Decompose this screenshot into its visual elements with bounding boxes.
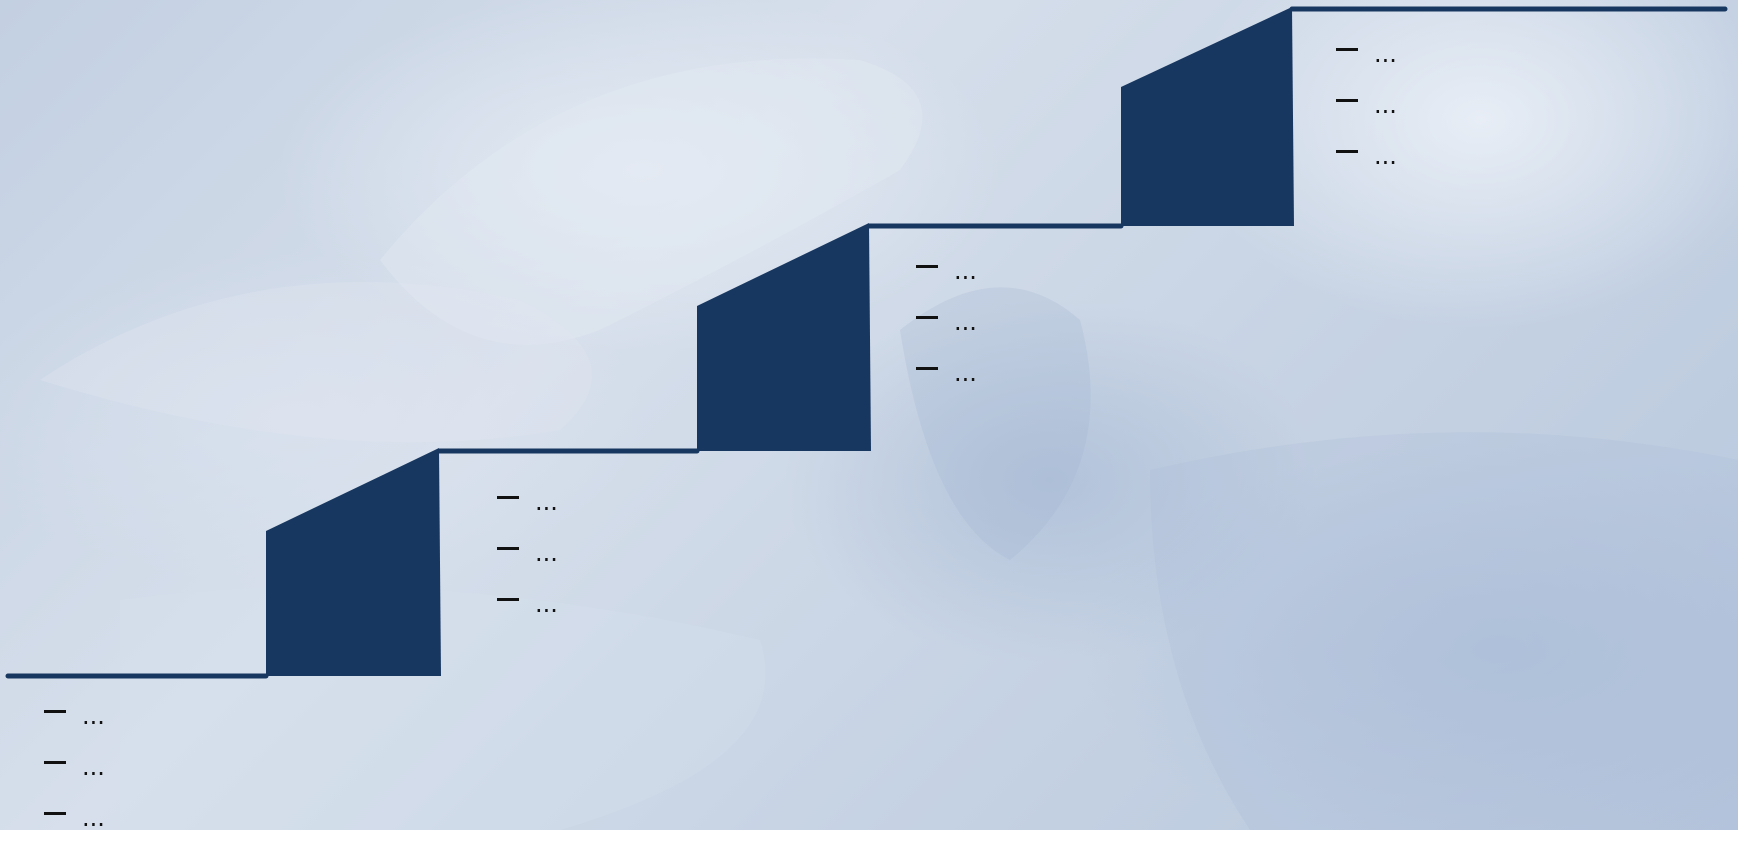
bullet-text: ... [82, 701, 105, 730]
dash-bullet-icon [44, 761, 66, 764]
bullet-text: ... [1374, 39, 1397, 68]
bullet-text: ... [82, 803, 105, 832]
bullet-text: ... [1374, 141, 1397, 170]
list-item: ... [497, 578, 558, 629]
list-item: ... [44, 741, 105, 792]
bullet-text: ... [954, 358, 977, 387]
step-1-bullet-list: ... ... ... [44, 690, 105, 843]
list-item: ... [916, 245, 977, 296]
list-item: ... [497, 527, 558, 578]
step-3-bullet-list: ... ... ... [916, 245, 977, 398]
list-item: ... [44, 792, 105, 843]
dash-bullet-icon [497, 598, 519, 601]
list-item: ... [1336, 79, 1397, 130]
stair-riser-3 [1121, 7, 1294, 226]
dash-bullet-icon [916, 265, 938, 268]
dash-bullet-icon [1336, 150, 1358, 153]
list-item: ... [1336, 28, 1397, 79]
dash-bullet-icon [44, 812, 66, 815]
bullet-text: ... [82, 752, 105, 781]
stair-riser-2 [697, 223, 871, 451]
list-item: ... [916, 296, 977, 347]
dash-bullet-icon [44, 710, 66, 713]
list-item: ... [44, 690, 105, 741]
dash-bullet-icon [497, 496, 519, 499]
stair-riser-1 [266, 448, 441, 676]
list-item: ... [1336, 130, 1397, 181]
bullet-text: ... [535, 589, 558, 618]
dash-bullet-icon [1336, 99, 1358, 102]
dash-bullet-icon [1336, 48, 1358, 51]
bullet-text: ... [535, 487, 558, 516]
bullet-text: ... [954, 307, 977, 336]
step-4-bullet-list: ... ... ... [1336, 28, 1397, 181]
list-item: ... [497, 476, 558, 527]
dash-bullet-icon [916, 367, 938, 370]
step-2-bullet-list: ... ... ... [497, 476, 558, 629]
dash-bullet-icon [497, 547, 519, 550]
list-item: ... [916, 347, 977, 398]
dash-bullet-icon [916, 316, 938, 319]
bullet-text: ... [1374, 90, 1397, 119]
bullet-text: ... [954, 256, 977, 285]
bullet-text: ... [535, 538, 558, 567]
